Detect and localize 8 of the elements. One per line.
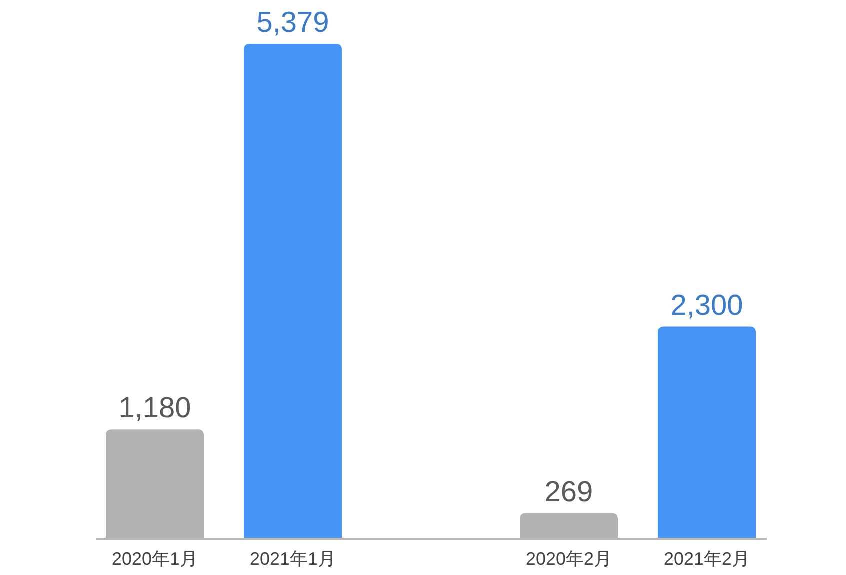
x-tick-label: 2021年2月 xyxy=(664,549,750,569)
data-label: 5,379 xyxy=(256,7,330,39)
x-tick-label: 2020年2月 xyxy=(526,549,612,569)
x-tick-label: 2020年1月 xyxy=(112,549,198,569)
data-label: 2,300 xyxy=(670,290,744,322)
data-label: 269 xyxy=(544,476,594,508)
data-label: 1,180 xyxy=(118,392,192,425)
x-tick-label: 2021年1月 xyxy=(250,549,336,569)
